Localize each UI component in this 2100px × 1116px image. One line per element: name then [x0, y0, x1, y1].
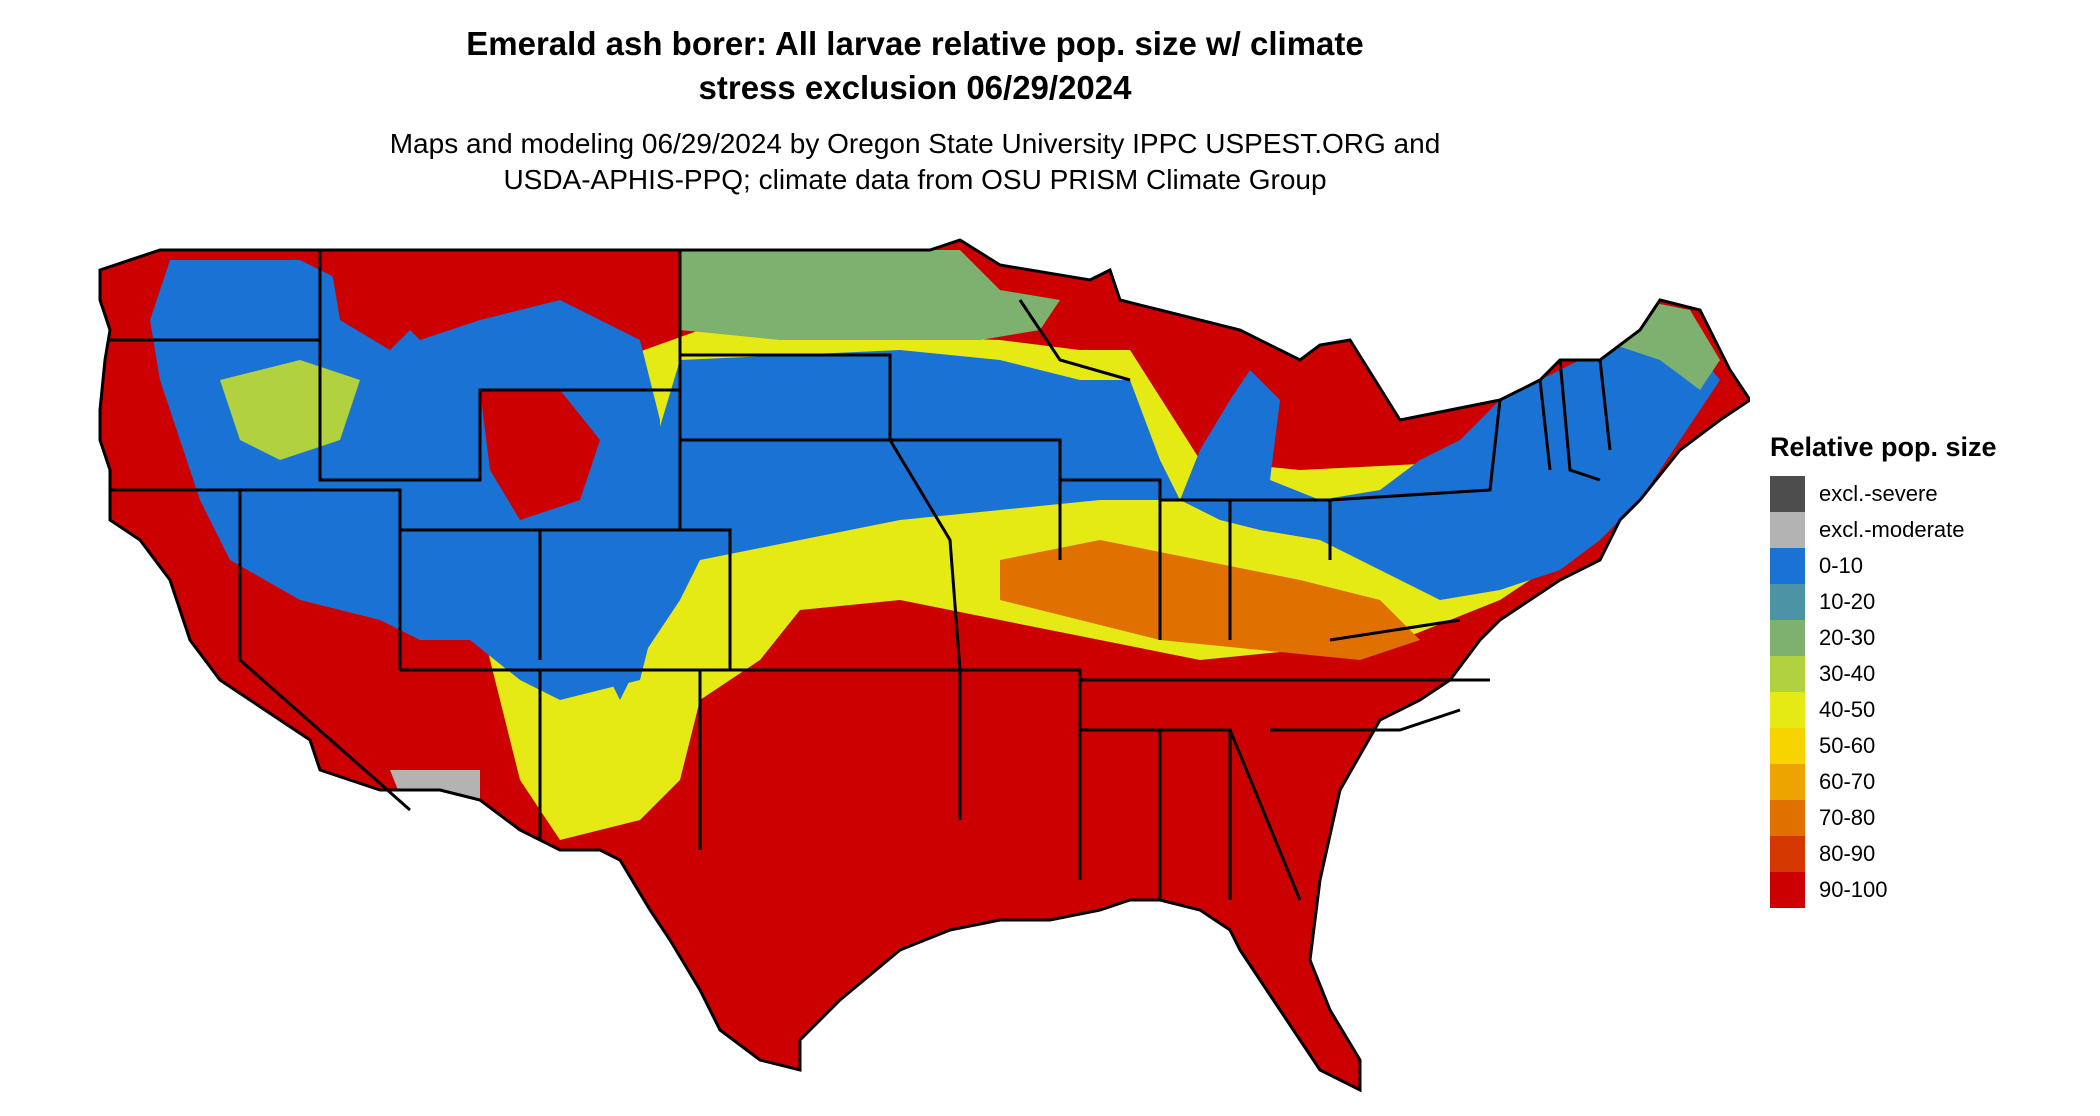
legend-label: 30-40 — [1819, 661, 1876, 686]
region-90-100-rockies — [480, 390, 600, 520]
region-20-30-north — [680, 250, 1060, 340]
region-30-40-west — [220, 360, 360, 460]
legend-swatch — [1770, 656, 1805, 692]
legend-item-10-20: 10-20 — [1770, 584, 2090, 620]
legend-swatch — [1770, 548, 1805, 584]
legend-swatch — [1770, 584, 1805, 620]
legend-label: 0-10 — [1819, 553, 1864, 578]
legend-swatch — [1770, 620, 1805, 656]
legend-item-70-80: 70-80 — [1770, 800, 2090, 836]
map-fill-layer — [100, 240, 1750, 1090]
region-90-100-idaho — [330, 260, 420, 350]
legend-title: Relative pop. size — [1770, 432, 1997, 462]
legend-item-90-100: 90-100 — [1770, 872, 2090, 908]
legend-label: 50-60 — [1819, 733, 1876, 758]
legend-label: excl.-moderate — [1819, 517, 1965, 542]
subtitle-line-2: USDA-APHIS-PPQ; climate data from OSU PR… — [503, 164, 1327, 195]
state-boundaries — [98, 238, 1750, 1093]
us-population-map — [98, 238, 1750, 1093]
legend-item-excl-severe: excl.-severe — [1770, 476, 2090, 512]
map-title: Emerald ash borer: All larvae relative p… — [0, 22, 1830, 110]
title-line-1: Emerald ash borer: All larvae relative p… — [466, 25, 1364, 62]
legend-label: excl.-severe — [1819, 481, 1938, 506]
subtitle-line-1: Maps and modeling 06/29/2024 by Oregon S… — [389, 128, 1441, 159]
legend-swatch — [1770, 800, 1805, 836]
legend-item-excl-moderate: excl.-moderate — [1770, 512, 2090, 548]
region-0-10-plains — [600, 350, 1180, 700]
legend-item-80-90: 80-90 — [1770, 836, 2090, 872]
region-70-90 — [1000, 540, 1420, 660]
legend-swatch — [1770, 476, 1805, 512]
legend-item-50-60: 50-60 — [1770, 728, 2090, 764]
legend-item-0-10: 0-10 — [1770, 548, 2090, 584]
map-subtitle: Maps and modeling 06/29/2024 by Oregon S… — [0, 126, 1830, 198]
legend-swatch — [1770, 512, 1805, 548]
legend-item-40-50: 40-50 — [1770, 692, 2090, 728]
legend-swatch — [1770, 764, 1805, 800]
legend-label: 90-100 — [1819, 877, 1888, 902]
legend-label: 60-70 — [1819, 769, 1876, 794]
legend-label: 70-80 — [1819, 805, 1876, 830]
region-0-10-northeast — [1180, 330, 1720, 600]
legend-swatch — [1770, 728, 1805, 764]
legend-label: 80-90 — [1819, 841, 1876, 866]
legend-label: 20-30 — [1819, 625, 1876, 650]
title-line-2: stress exclusion 06/29/2024 — [698, 69, 1132, 106]
legend-swatch — [1770, 692, 1805, 728]
legend-swatch — [1770, 872, 1805, 908]
legend-swatch — [1770, 836, 1805, 872]
legend-item-30-40: 30-40 — [1770, 656, 2090, 692]
legend-label: 10-20 — [1819, 589, 1876, 614]
region-90-100-california — [150, 540, 280, 720]
legend-label: 40-50 — [1819, 697, 1876, 722]
legend-item-20-30: 20-30 — [1770, 620, 2090, 656]
legend-item-60-70: 60-70 — [1770, 764, 2090, 800]
legend: Relative pop. size excl.-severe excl.-mo… — [1770, 430, 2090, 908]
region-excl-moderate — [390, 770, 480, 820]
